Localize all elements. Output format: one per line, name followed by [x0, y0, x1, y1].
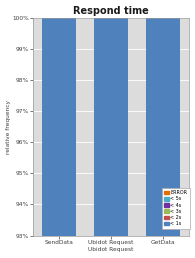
- Bar: [94, 0, 128, 236]
- Bar: [42, 0, 76, 236]
- Title: Respond time: Respond time: [73, 6, 149, 15]
- X-axis label: Ubidot Request: Ubidot Request: [88, 247, 134, 252]
- Bar: [146, 0, 180, 236]
- Legend: ERROR, < 5s, < 4s, < 3s, < 2s, < 1s: ERROR, < 5s, < 4s, < 3s, < 2s, < 1s: [162, 188, 190, 229]
- Y-axis label: relative frequency: relative frequency: [5, 100, 11, 154]
